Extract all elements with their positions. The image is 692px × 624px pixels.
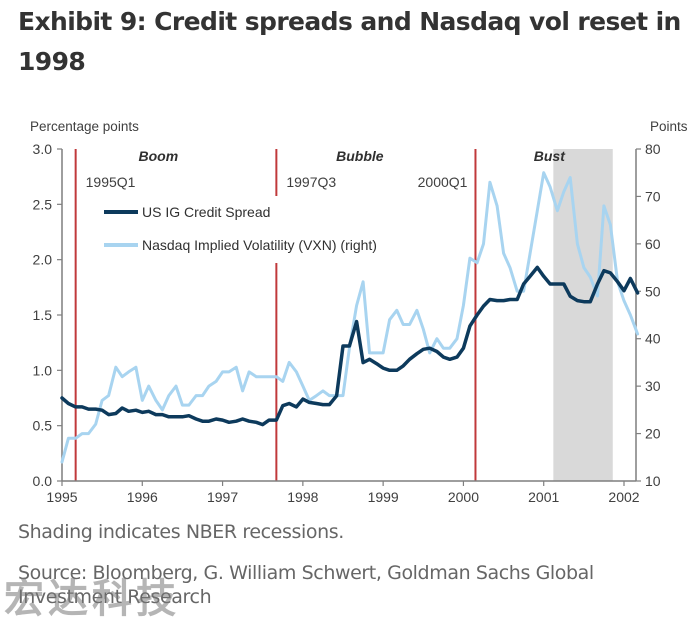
y-right-tick-label: 40 xyxy=(645,331,661,347)
event-label: 2000Q1 xyxy=(418,174,468,190)
y-right-tick-label: 60 xyxy=(645,236,661,252)
y-left-tick-label: 2.5 xyxy=(33,196,53,212)
chart-title: Exhibit 9: Credit spreads and Nasdaq vol… xyxy=(18,7,681,76)
source-note: Source: Bloomberg, G. William Schwert, G… xyxy=(18,562,594,608)
x-tick-label: 1995 xyxy=(46,489,77,505)
recession-band xyxy=(553,149,613,481)
recession-shading-layer xyxy=(553,149,613,481)
legend-label-vxn: Nasdaq Implied Volatility (VXN) (right) xyxy=(142,237,377,253)
y-right-tick-label: 70 xyxy=(645,188,661,204)
legend: US IG Credit Spread Nasdaq Implied Volat… xyxy=(104,204,377,253)
watermark: 宏达科技 xyxy=(4,576,180,622)
event-label: 1997Q3 xyxy=(286,174,336,190)
x-tick-label: 2002 xyxy=(608,489,639,505)
x-tick-label: 1997 xyxy=(207,489,238,505)
era-label: Boom xyxy=(139,148,179,164)
x-tick-label: 1998 xyxy=(287,489,318,505)
y-right-tick-label: 80 xyxy=(645,141,661,157)
axes-layer: 0.0 0.5 1.0 1.5 2.0 2.5 3.0 10 20 30 40 50 60 70 80 199… xyxy=(33,141,661,505)
legend-label-credit-spread: US IG Credit Spread xyxy=(142,204,270,220)
chart: Percentage points Points 0.0 0.5 1.0 1.5 2.0… xyxy=(30,119,688,505)
y-left-tick-label: 1.0 xyxy=(33,362,53,378)
era-label: Bubble xyxy=(336,148,384,164)
y-right-tick-label: 50 xyxy=(645,283,661,299)
y-right-tick-label: 10 xyxy=(645,473,661,489)
x-tick-label: 1996 xyxy=(127,489,158,505)
right-axis-label: Points xyxy=(650,119,688,134)
y-left-tick-label: 0.5 xyxy=(33,418,53,434)
y-left-tick-label: 0.0 xyxy=(33,473,53,489)
annotation-layer: Boom Bubble Bust 1995Q1 1997Q3 2000Q1 xyxy=(86,148,567,190)
x-tick-label: 1999 xyxy=(368,489,399,505)
y-right-tick-label: 30 xyxy=(645,378,661,394)
series-line-vxn xyxy=(60,171,640,464)
y-left-tick-label: 1.5 xyxy=(33,307,53,323)
x-tick-label: 2001 xyxy=(528,489,559,505)
series-line-credit-spread xyxy=(60,265,640,427)
y-left-tick-label: 3.0 xyxy=(33,141,53,157)
left-axis-label: Percentage points xyxy=(30,119,139,134)
y-left-tick-label: 2.0 xyxy=(33,252,53,268)
era-label: Bust xyxy=(534,148,566,164)
shading-note: Shading indicates NBER recessions. xyxy=(18,521,344,543)
y-right-tick-label: 20 xyxy=(645,426,661,442)
event-label: 1995Q1 xyxy=(86,174,136,190)
series-layer xyxy=(60,171,640,464)
x-tick-label: 2000 xyxy=(448,489,479,505)
